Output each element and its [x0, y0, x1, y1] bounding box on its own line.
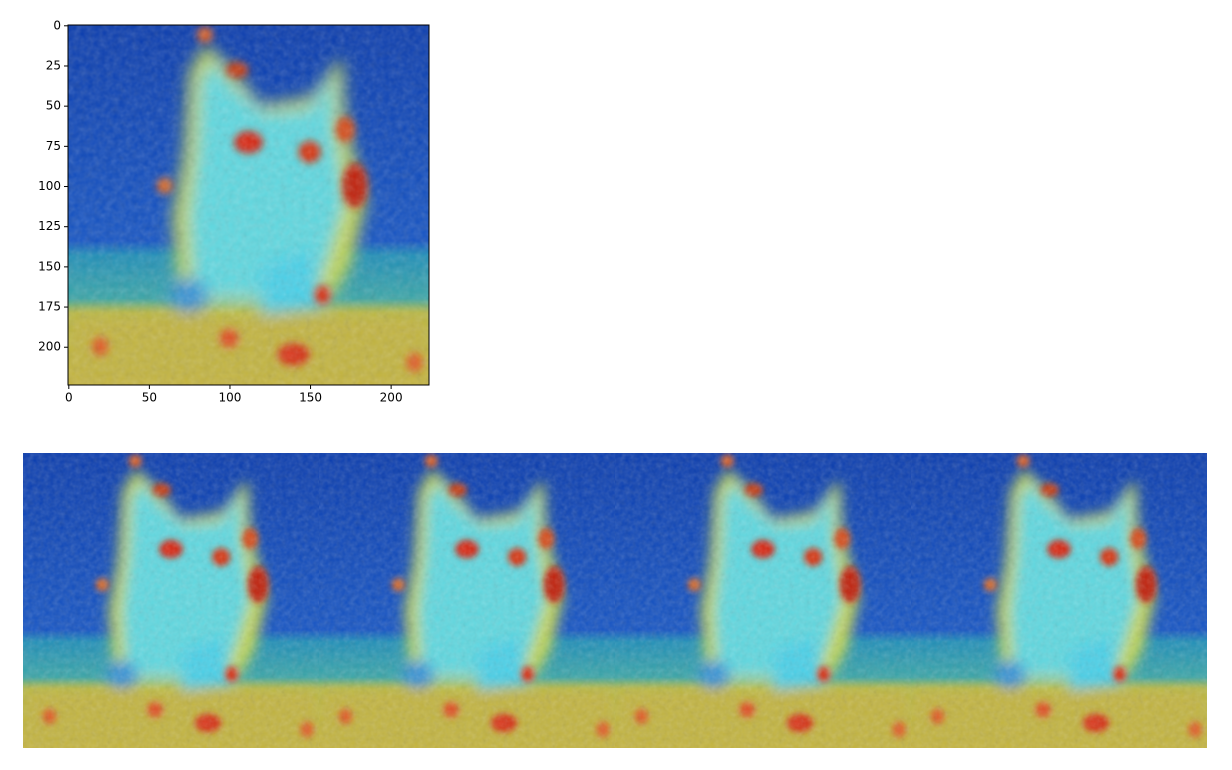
- x-tick-label: 100: [219, 391, 242, 405]
- axes: [67, 24, 430, 386]
- x-tick-label: 200: [380, 391, 403, 405]
- heatmap-image: [68, 25, 429, 385]
- x-tick-label: 150: [299, 391, 322, 405]
- tiles: [23, 453, 1207, 748]
- tile: [911, 453, 1207, 748]
- x-tick-label: 50: [142, 391, 157, 405]
- tile: [615, 453, 911, 748]
- tile: [319, 453, 615, 748]
- y-tick-label: 175: [38, 300, 61, 314]
- x-tick-label: 0: [65, 391, 73, 405]
- tile: [23, 453, 319, 748]
- y-tick-label: 25: [46, 58, 61, 72]
- y-tick-label: 200: [38, 340, 61, 354]
- axes-frame: [67, 24, 430, 386]
- y-tick-label: 0: [53, 18, 61, 32]
- y-tick-label: 100: [38, 179, 61, 193]
- y-tick-label: 125: [38, 219, 61, 233]
- y-tick-label: 75: [46, 139, 61, 153]
- y-tick-label: 150: [38, 259, 61, 273]
- y-tick-label: 50: [46, 99, 61, 113]
